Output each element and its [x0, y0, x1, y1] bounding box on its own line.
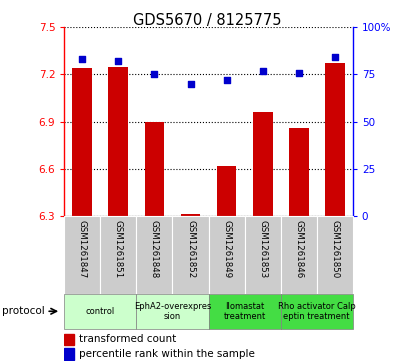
Text: EphA2-overexpres
sion: EphA2-overexpres sion [134, 302, 211, 321]
Text: GDS5670 / 8125775: GDS5670 / 8125775 [133, 13, 282, 28]
Point [223, 77, 230, 83]
Point [79, 56, 85, 62]
Bar [137, 294, 209, 329]
Bar [108, 66, 128, 216]
Point [151, 72, 158, 77]
Bar [100, 216, 137, 294]
Bar [73, 68, 92, 216]
Bar [289, 128, 309, 216]
Bar [64, 334, 74, 345]
Text: Ilomastat
treatment: Ilomastat treatment [223, 302, 266, 321]
Bar [144, 122, 164, 216]
Bar [217, 166, 237, 216]
Bar [209, 294, 281, 329]
Bar [253, 112, 273, 216]
Text: GSM1261847: GSM1261847 [78, 220, 87, 278]
Text: GSM1261848: GSM1261848 [150, 220, 159, 278]
Text: control: control [86, 307, 115, 316]
Bar [317, 216, 353, 294]
Point [295, 70, 302, 76]
Text: protocol: protocol [2, 306, 45, 316]
Bar [173, 216, 209, 294]
Text: GSM1261850: GSM1261850 [330, 220, 339, 278]
Text: transformed count: transformed count [79, 334, 176, 344]
Text: GSM1261853: GSM1261853 [258, 220, 267, 278]
Bar [244, 216, 281, 294]
Bar [64, 216, 100, 294]
Text: GSM1261852: GSM1261852 [186, 220, 195, 278]
Bar [137, 216, 173, 294]
Point [332, 54, 338, 60]
Bar [281, 216, 317, 294]
Bar [64, 348, 74, 360]
Text: GSM1261851: GSM1261851 [114, 220, 123, 278]
Text: GSM1261846: GSM1261846 [294, 220, 303, 278]
Text: GSM1261849: GSM1261849 [222, 220, 231, 278]
Point [187, 81, 194, 87]
Text: percentile rank within the sample: percentile rank within the sample [79, 349, 255, 359]
Text: Rho activator Calp
eptin treatment: Rho activator Calp eptin treatment [278, 302, 356, 321]
Bar [325, 64, 344, 216]
Bar [64, 294, 137, 329]
Point [115, 58, 122, 64]
Bar [209, 216, 244, 294]
Bar [281, 294, 353, 329]
Point [259, 68, 266, 74]
Bar [181, 215, 200, 216]
